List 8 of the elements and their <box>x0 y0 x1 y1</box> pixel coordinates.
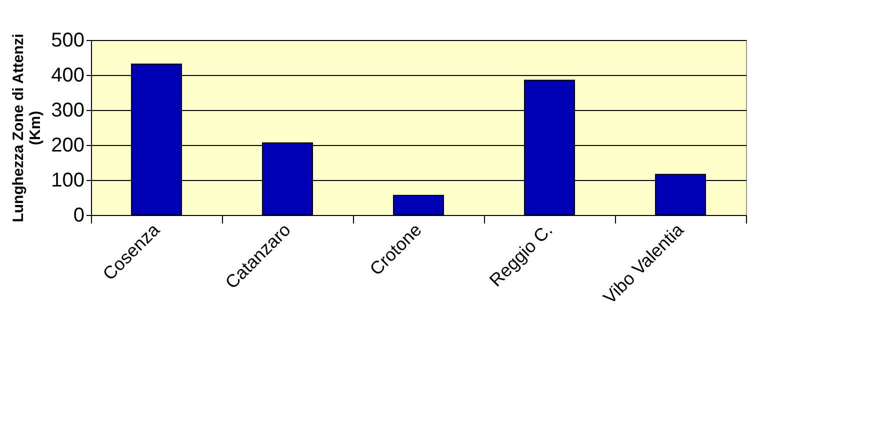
y-tick-label: 0 <box>73 204 84 226</box>
y-tick-label: 400 <box>51 64 84 86</box>
y-tick-label: 300 <box>51 100 84 122</box>
y-axis-title: Lunghezza Zone di Attenzi (Km) <box>10 34 44 222</box>
bar <box>393 194 444 216</box>
y-tick-label: 100 <box>51 170 84 192</box>
y-tick-label: 500 <box>51 30 84 52</box>
y-tick-label: 200 <box>51 134 84 156</box>
